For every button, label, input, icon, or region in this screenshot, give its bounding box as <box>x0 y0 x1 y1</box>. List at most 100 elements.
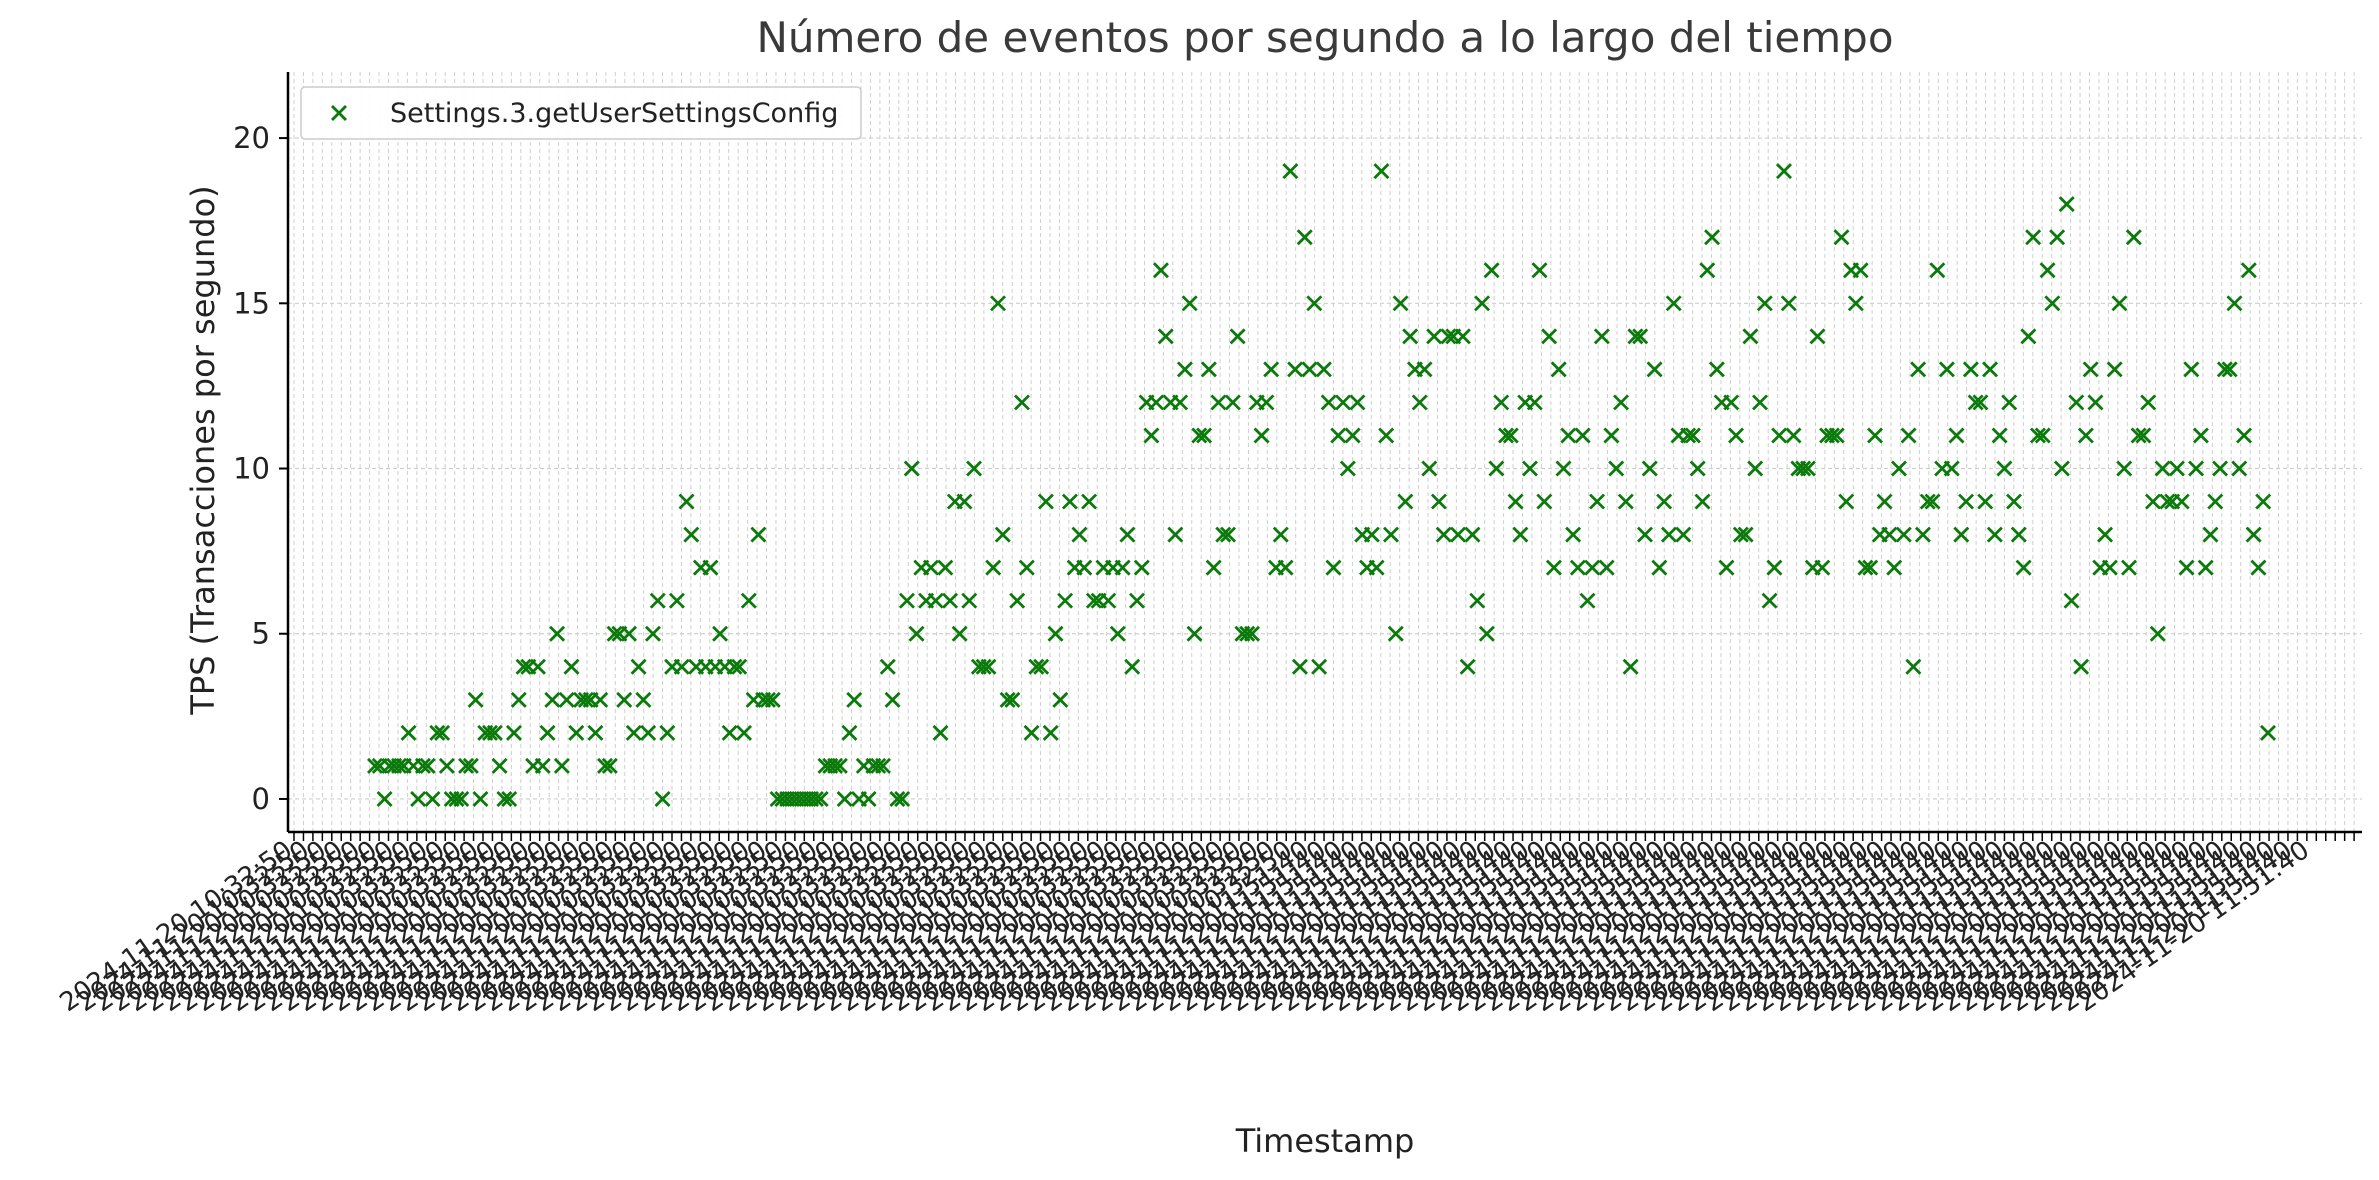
data-point-stroke <box>2106 361 2123 378</box>
data-point <box>1771 427 1788 444</box>
data-point-stroke <box>462 757 479 774</box>
data-point <box>1061 493 1078 510</box>
data-point-stroke <box>2183 361 2200 378</box>
data-point-stroke <box>1958 493 1975 510</box>
data-point <box>2159 493 2176 510</box>
data-point <box>625 724 642 741</box>
data-point-stroke <box>726 658 743 675</box>
data-point <box>1282 163 1299 180</box>
data-point-stroke <box>563 658 580 675</box>
data-point <box>1569 559 1586 576</box>
data-point <box>1756 295 1773 312</box>
data-point <box>884 691 901 708</box>
data-point-stroke <box>2058 196 2075 213</box>
data-point-stroke <box>587 724 604 741</box>
data-point-stroke <box>985 559 1002 576</box>
data-point <box>2073 658 2090 675</box>
data-point-stroke <box>414 757 431 774</box>
data-point-stroke <box>1507 493 1524 510</box>
y-tick-label: 5 <box>252 617 270 651</box>
data-point-stroke <box>1943 460 1960 477</box>
data-point-stroke <box>1622 658 1639 675</box>
data-point <box>1277 559 1294 576</box>
data-point-stroke <box>1833 229 1850 246</box>
data-point-stroke <box>2250 559 2267 576</box>
data-point-stroke <box>2087 394 2104 411</box>
data-point-stroke <box>721 724 738 741</box>
data-point <box>759 691 776 708</box>
data-point <box>1498 427 1514 444</box>
data-point-stroke <box>1867 427 1884 444</box>
data-point-stroke <box>1493 394 1510 411</box>
data-point-stroke <box>434 724 451 741</box>
data-point <box>1958 493 1975 510</box>
data-point-stroke <box>472 790 489 807</box>
data-point-stroke <box>1076 559 1093 576</box>
data-point <box>2106 361 2123 378</box>
data-point-stroke <box>448 790 465 807</box>
data-point <box>1263 361 1280 378</box>
data-point-stroke <box>1900 427 1917 444</box>
data-point <box>812 790 829 807</box>
data-point-stroke <box>1157 328 1174 345</box>
y-axis-label: TPS (Transacciones por segundo) <box>184 185 222 715</box>
data-point <box>649 592 666 609</box>
data-point-stroke <box>410 790 427 807</box>
data-point-stroke <box>990 295 1007 312</box>
data-point-stroke <box>1344 427 1361 444</box>
data-point-stroke <box>1004 691 1021 708</box>
data-point-stroke <box>2082 361 2099 378</box>
data-point <box>1435 526 1452 543</box>
data-point <box>1656 493 1673 510</box>
data-point-stroke <box>994 526 1011 543</box>
data-point <box>2135 427 2152 444</box>
data-point <box>1905 658 1922 675</box>
data-point-stroke <box>1474 295 1491 312</box>
data-point-stroke <box>1277 559 1294 576</box>
data-point-stroke <box>1723 394 1740 411</box>
data-point-stroke <box>453 790 470 807</box>
data-point <box>1301 361 1318 378</box>
data-point <box>961 592 978 609</box>
data-point <box>640 724 657 741</box>
data-point-stroke <box>1953 526 1970 543</box>
data-point-stroke <box>376 790 393 807</box>
data-point-stroke <box>2159 493 2176 510</box>
data-point-stroke <box>2245 526 2262 543</box>
data-point-stroke <box>1100 592 1117 609</box>
data-point-stroke <box>1852 262 1869 279</box>
data-point-stroke <box>2001 394 2018 411</box>
legend-marker-x-icon <box>331 105 347 121</box>
data-point-stroke <box>1809 328 1826 345</box>
data-point <box>1680 427 1697 444</box>
data-point <box>2197 559 2214 576</box>
data-point <box>2111 295 2128 312</box>
data-point-stroke <box>1886 559 1903 576</box>
data-point <box>2231 460 2248 477</box>
data-point-stroke <box>577 691 594 708</box>
data-point <box>635 691 652 708</box>
data-point <box>1732 526 1749 543</box>
data-point-stroke <box>1728 427 1745 444</box>
data-point <box>2140 394 2157 411</box>
data-point <box>1311 658 1328 675</box>
y-tick-label: 15 <box>233 286 270 320</box>
data-point <box>376 790 393 807</box>
data-point <box>1541 328 1558 345</box>
data-point-stroke <box>2010 526 2027 543</box>
data-point <box>1416 361 1433 378</box>
data-point-stroke <box>400 724 417 741</box>
data-point-stroke <box>644 625 661 642</box>
data-point <box>1613 394 1630 411</box>
data-point <box>702 559 719 576</box>
data-point <box>1938 361 1955 378</box>
data-point-stroke <box>630 658 647 675</box>
data-point <box>870 757 887 774</box>
data-point-stroke <box>1766 559 1783 576</box>
data-point <box>1646 361 1663 378</box>
data-point-stroke <box>1550 361 1567 378</box>
data-point <box>1708 361 1725 378</box>
data-point <box>1191 427 1208 444</box>
data-point <box>1890 460 1907 477</box>
data-point-stroke <box>1430 493 1447 510</box>
